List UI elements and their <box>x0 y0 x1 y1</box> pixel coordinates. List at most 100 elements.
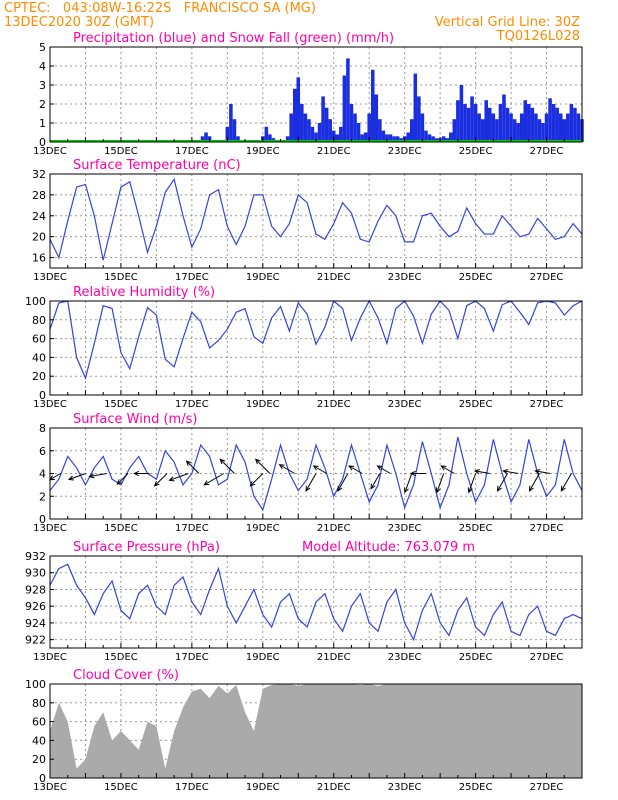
x-tick-label: 17DEC <box>175 523 209 534</box>
precip-bar <box>204 132 208 142</box>
panel-title: Surface Temperature (nC) <box>73 158 241 173</box>
precip-bar <box>349 104 354 142</box>
y-tick-label: 40 <box>32 734 46 747</box>
precip-bar <box>441 136 446 142</box>
precip-bar <box>296 77 301 142</box>
x-tick-label: 17DEC <box>175 782 209 793</box>
wind-arrow-shaft <box>441 465 455 474</box>
x-tick-label: 15DEC <box>104 652 138 663</box>
wind-arrow <box>502 469 519 475</box>
precip-bar <box>342 75 347 142</box>
wind-arrow <box>440 465 455 474</box>
wind-arrow-head <box>534 469 541 475</box>
precip-bar <box>367 113 371 142</box>
y-tick-label: 32 <box>32 168 46 181</box>
wind-arrow <box>168 473 189 482</box>
wind-arrow <box>153 473 168 487</box>
y-tick-label: 28 <box>32 189 46 202</box>
precip-bar <box>509 113 513 142</box>
y-tick-label: 4 <box>39 60 46 73</box>
x-tick-label: 19DEC <box>246 146 280 157</box>
x-tick-label: 27DEC <box>530 399 564 410</box>
x-tick-label: 19DEC <box>246 399 280 410</box>
wind-arrow <box>435 473 445 494</box>
wind-arrow-head <box>473 469 480 475</box>
precip-bar <box>236 136 240 142</box>
panel-2: 13DEC 15DEC 17DEC 19DEC 21DEC 23DEC 25DEC 27DEC… <box>32 158 583 283</box>
panel-title: Surface Pressure (hPa) <box>73 540 220 555</box>
wind-arrow-shaft <box>468 473 477 493</box>
precip-bar <box>417 96 421 142</box>
wind-arrow-shaft <box>219 459 235 474</box>
wind-arrow-head <box>185 460 192 467</box>
wind-arrow-shaft <box>305 473 317 492</box>
series-line <box>49 563 583 642</box>
wind-arrow-shaft <box>279 464 295 474</box>
y-tick-label: 24 <box>32 210 46 223</box>
precip-bar <box>314 132 318 142</box>
wind-arrow-head <box>348 465 355 471</box>
y-tick-label: 4 <box>39 468 46 481</box>
precip-bar <box>477 113 481 142</box>
precip-bar <box>544 113 549 142</box>
precip-bar <box>360 134 364 142</box>
wind-arrow-head <box>560 485 566 492</box>
precip-bar <box>289 113 293 142</box>
y-tick-label: 40 <box>32 351 46 364</box>
x-tick-label: 19DEC <box>246 272 280 283</box>
precip-bar <box>346 58 350 142</box>
precip-bar <box>473 104 478 142</box>
wind-arrow-head <box>168 476 175 482</box>
header-gridline-note: Vertical Grid Line: 30Z <box>435 15 580 30</box>
x-tick-label: 25DEC <box>459 272 493 283</box>
wind-arrow <box>254 458 271 474</box>
y-tick-label: 1 <box>39 117 46 130</box>
panel-background <box>50 301 582 395</box>
precip-bar <box>300 104 304 142</box>
x-tick-label: 19DEC <box>246 652 280 663</box>
wind-arrow-head <box>133 470 140 477</box>
y-tick-label: 928 <box>25 583 46 596</box>
precip-bar <box>388 134 393 142</box>
x-tick-label: 19DEC <box>246 782 280 793</box>
precip-bar <box>463 104 467 142</box>
x-tick-label: 23DEC <box>388 399 422 410</box>
x-tick-label: 27DEC <box>530 652 564 663</box>
wind-arrow-head <box>496 485 502 492</box>
wind-arrow-head <box>278 464 285 470</box>
x-tick-label: 13DEC <box>33 146 67 157</box>
precip-bar <box>406 132 410 142</box>
wind-arrow <box>409 470 426 477</box>
precip-bar <box>505 107 510 142</box>
x-tick-label: 23DEC <box>388 523 422 534</box>
wind-arrow-head <box>305 485 311 492</box>
y-tick-label: 0 <box>39 136 46 149</box>
y-tick-label: 5 <box>39 41 46 54</box>
y-tick-label: 60 <box>32 716 46 729</box>
wind-arrow-head <box>88 473 95 479</box>
panel-1: 13DEC 15DEC 17DEC 19DEC 21DEC 23DEC 25DEC 27DEC… <box>33 31 584 157</box>
panel-5: 13DEC 15DEC 17DEC 19DEC 21DEC 23DEC 25DEC 27DEC… <box>25 540 583 663</box>
wind-arrow-shaft <box>250 473 264 487</box>
panel-title: Relative Humidity (%) <box>73 285 215 300</box>
wind-arrow-shaft <box>337 473 349 492</box>
wind-arrow <box>473 469 490 475</box>
y-tick-label: 20 <box>32 370 46 383</box>
x-tick-label: 19DEC <box>246 523 280 534</box>
wind-arrow <box>528 473 540 492</box>
wind-arrow <box>376 465 391 474</box>
x-tick-label: 27DEC <box>530 146 564 157</box>
wind-arrow-head <box>467 487 473 494</box>
y-tick-label: 20 <box>32 231 46 244</box>
y-tick-label: 932 <box>25 550 46 563</box>
panel-3: 13DEC 15DEC 17DEC 19DEC 21DEC 23DEC 25DEC 27DEC… <box>25 285 583 410</box>
precip-bar <box>268 134 272 142</box>
precip-bar <box>353 113 357 142</box>
precip-bar <box>459 85 464 142</box>
wind-arrow-head <box>528 485 534 492</box>
wind-arrow <box>88 473 107 479</box>
series-line <box>49 177 583 261</box>
wind-arrow-shaft <box>474 470 490 474</box>
precip-bar <box>392 136 396 142</box>
x-tick-label: 25DEC <box>459 399 493 410</box>
